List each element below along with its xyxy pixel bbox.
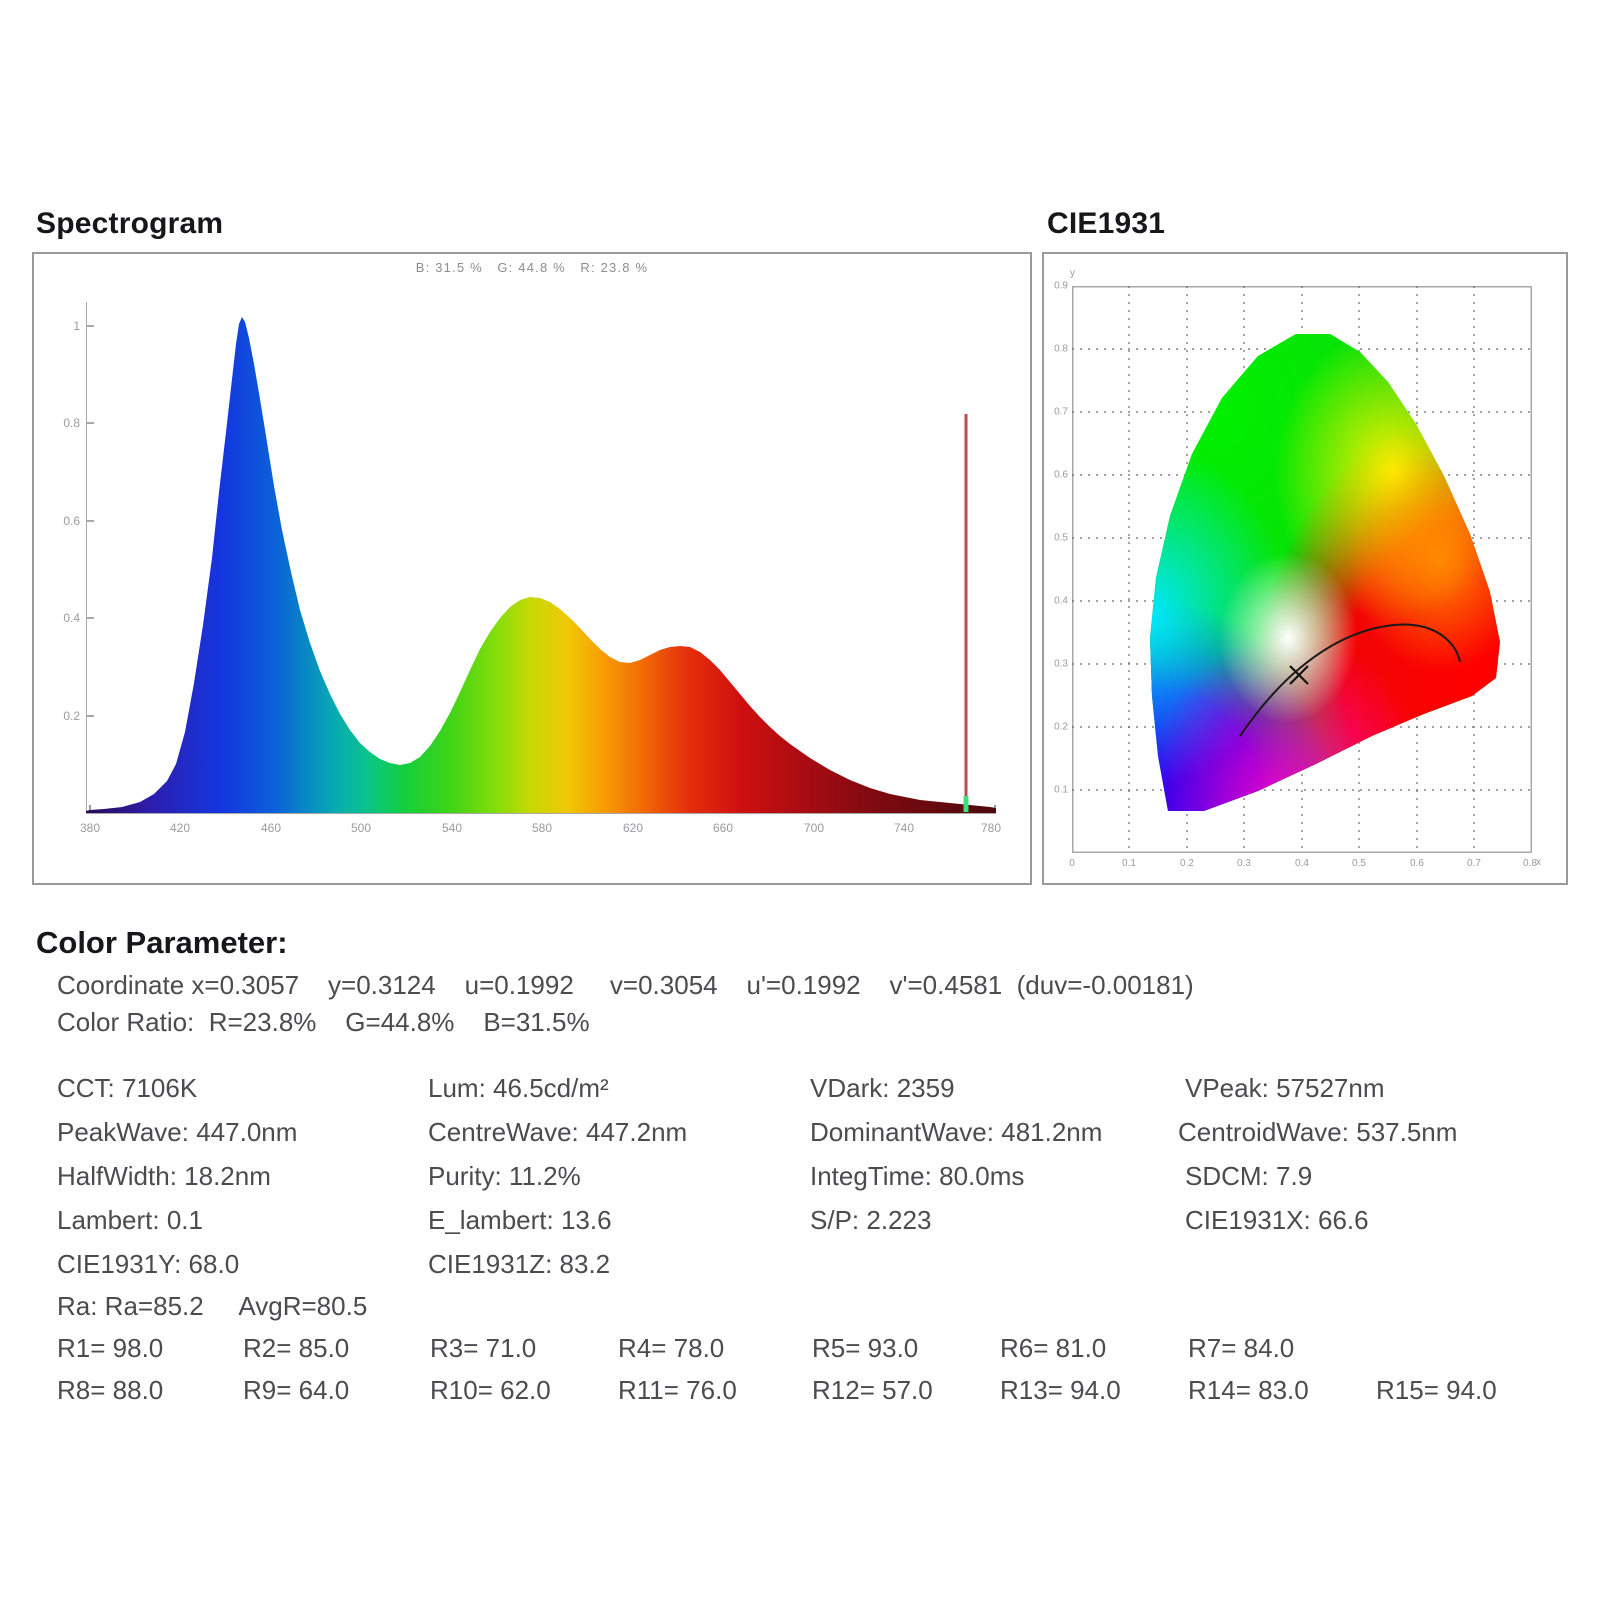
spectrogram-title: Spectrogram xyxy=(36,207,224,240)
cri-r12: R12= 57.0 xyxy=(812,1375,933,1405)
cri-r1: R1= 98.0 xyxy=(57,1333,164,1363)
spectrogram-x-tick-700: 700 xyxy=(803,821,825,835)
cie-x-tick-0-3: 0.3 xyxy=(1237,858,1251,869)
cri-r15: R15= 94.0 xyxy=(1376,1375,1497,1405)
cri-r11: R11= 76.0 xyxy=(618,1375,737,1405)
cri-r8: R8= 88.0 xyxy=(57,1375,164,1405)
spectrogram-rgb-ratio-label: B: 31.5 % G: 44.8 % R: 23.8 % xyxy=(415,260,649,275)
color-parameter-heading: Color Parameter: xyxy=(36,925,288,960)
planckian-locus-curve xyxy=(1239,623,1461,737)
cie-x-tick-0-7: 0.7 xyxy=(1467,858,1481,869)
spectrogram-x-tick-780: 780 xyxy=(980,821,1002,835)
spectrogram-x-tick-740: 740 xyxy=(893,821,915,835)
cie-x-tick-0-4: 0.4 xyxy=(1295,858,1309,869)
metric-sdcm: SDCM: 7.9 xyxy=(1185,1161,1313,1191)
metric-cie1931y: CIE1931Y: 68.0 xyxy=(57,1249,240,1279)
cie-x-tick-0-5: 0.5 xyxy=(1352,858,1366,869)
cie-y-tick-0-8: 0.8 xyxy=(1054,343,1068,355)
metric-vpeak: VPeak: 57527nm xyxy=(1185,1073,1385,1103)
coordinate-line: Coordinate x=0.3057 y=0.3124 u=0.1992 v=… xyxy=(57,970,1194,1000)
metric-halfwidth: HalfWidth: 18.2nm xyxy=(57,1161,271,1191)
spectrogram-y-tick-1-0: 1 xyxy=(73,319,80,333)
metric-lum: Lum: 46.5cd/m² xyxy=(428,1073,609,1103)
spectrogram-x-tick-540: 540 xyxy=(441,821,463,835)
ra-summary-line: Ra: Ra=85.2 AvgR=80.5 xyxy=(57,1291,368,1321)
cie-y-tick-0-7: 0.7 xyxy=(1054,406,1068,418)
spectrogram-x-tick-660: 660 xyxy=(712,821,734,835)
cie1931-title: CIE1931 xyxy=(1047,207,1166,240)
cri-r13: R13= 94.0 xyxy=(1000,1375,1121,1405)
cie-y-axis-name: y xyxy=(1070,268,1075,279)
cri-r9: R9= 64.0 xyxy=(243,1375,350,1405)
spectrogram-chart-panel: B: 31.5 % G: 44.8 % R: 23.8 % xyxy=(32,252,1032,885)
cri-r2: R2= 85.0 xyxy=(243,1333,350,1363)
cri-r6: R6= 81.0 xyxy=(1000,1333,1107,1363)
spectrogram-y-tick-0-6: 0.6 xyxy=(63,514,80,528)
cie-y-tick-0-4: 0.4 xyxy=(1054,595,1068,607)
cie-x-axis-name: x xyxy=(1536,857,1541,868)
cie-y-tick-0-5: 0.5 xyxy=(1054,532,1068,544)
cie-x-tick-0-1: 0.1 xyxy=(1122,858,1136,869)
cri-r10: R10= 62.0 xyxy=(430,1375,551,1405)
measured-point-marker xyxy=(1289,665,1309,685)
cie1931-plot-area: y x xyxy=(1054,268,1541,869)
metric-sp-ratio: S/P: 2.223 xyxy=(810,1205,932,1235)
cie1931-svg xyxy=(1072,286,1532,853)
spectrogram-x-tick-460: 460 xyxy=(260,821,282,835)
cie-x-tick-0-6: 0.6 xyxy=(1410,858,1424,869)
metric-dominantwave: DominantWave: 481.2nm xyxy=(810,1117,1103,1147)
metric-e-lambert: E_lambert: 13.6 xyxy=(428,1205,612,1235)
spectrogram-svg xyxy=(86,302,996,814)
spectrogram-y-tick-0-2: 0.2 xyxy=(63,709,80,723)
cie-y-tick-0-6: 0.6 xyxy=(1054,469,1068,481)
spectrogram-x-tick-380: 380 xyxy=(79,821,101,835)
spectrogram-x-tick-500: 500 xyxy=(350,821,372,835)
cri-r7: R7= 84.0 xyxy=(1188,1333,1295,1363)
cri-r14: R14= 83.0 xyxy=(1188,1375,1309,1405)
cie-x-tick-0-8: 0.8 xyxy=(1523,858,1537,869)
spectrogram-y-tick-0-4: 0.4 xyxy=(63,611,80,625)
spectrogram-y-tick-0-8: 0.8 xyxy=(63,416,80,430)
cri-r4: R4= 78.0 xyxy=(618,1333,725,1363)
metric-purity: Purity: 11.2% xyxy=(428,1161,581,1191)
spectrogram-y-ticks xyxy=(86,325,94,717)
spectrogram-plot-area: 1 0.8 0.6 0.4 0.2 380 420 460 500 540 58… xyxy=(63,302,1001,835)
cri-r5: R5= 93.0 xyxy=(812,1333,919,1363)
metric-integtime: IntegTime: 80.0ms xyxy=(810,1161,1025,1191)
cie-x-tick-0-2: 0.2 xyxy=(1180,858,1194,869)
spectral-power-curve xyxy=(86,317,996,813)
metric-centrewave: CentreWave: 447.2nm xyxy=(428,1117,688,1147)
metric-vdark: VDark: 2359 xyxy=(810,1073,955,1103)
metric-peakwave: PeakWave: 447.0nm xyxy=(57,1117,298,1147)
metric-cie1931z: CIE1931Z: 83.2 xyxy=(428,1249,611,1279)
cie-y-tick-0-3: 0.3 xyxy=(1054,658,1068,670)
cie-y-tick-0-9: 0.9 xyxy=(1054,280,1068,292)
cri-r3: R3= 71.0 xyxy=(430,1333,537,1363)
cie-x-tick-0: 0 xyxy=(1069,858,1075,869)
cie-y-tick-0-2: 0.2 xyxy=(1054,721,1068,733)
color-ratio-line: Color Ratio: R=23.8% G=44.8% B=31.5% xyxy=(57,1007,590,1037)
cie1931-chart-panel: y x xyxy=(1042,252,1568,885)
spectrogram-x-tick-580: 580 xyxy=(531,821,553,835)
spectrogram-x-tick-420: 420 xyxy=(169,821,191,835)
metric-centroidwave: CentroidWave: 537.5nm xyxy=(1178,1117,1458,1147)
metric-lambert: Lambert: 0.1 xyxy=(57,1205,203,1235)
cie-y-tick-0-1: 0.1 xyxy=(1054,784,1068,796)
spectrogram-x-tick-620: 620 xyxy=(622,821,644,835)
metric-cct: CCT: 7106K xyxy=(57,1073,198,1103)
metric-cie1931x: CIE1931X: 66.6 xyxy=(1185,1205,1369,1235)
